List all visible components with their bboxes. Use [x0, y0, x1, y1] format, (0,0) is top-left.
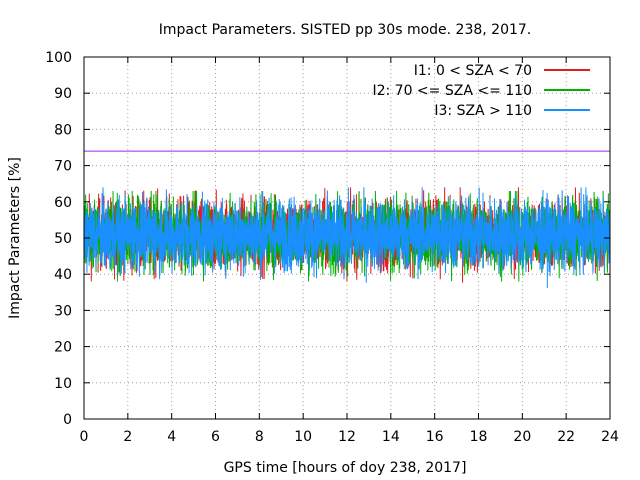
x-tick-label-3: 6 — [211, 429, 220, 445]
x-tick-label-11: 22 — [557, 429, 575, 445]
legend-label-1: I1: 0 < SZA < 70 — [414, 63, 532, 79]
x-axis-label: GPS time [hours of doy 238, 2017] — [224, 460, 467, 476]
y-tick-label-10: 100 — [45, 50, 72, 66]
y-axis-label: Impact Parameters [%] — [7, 157, 23, 319]
x-tick-label-9: 18 — [470, 429, 488, 445]
y-tick-label-9: 90 — [54, 86, 72, 102]
y-tick-label-0: 0 — [63, 412, 72, 428]
y-tick-label-4: 40 — [54, 267, 72, 283]
legend-label-3: I3: SZA > 110 — [434, 103, 532, 119]
y-tick-label-6: 60 — [54, 195, 72, 211]
axis-ticks: 0 2 4 6 8 10 12 14 16 18 20 22 240102030405060708090… — [45, 50, 619, 445]
legend: I1: 0 < SZA < 70 I2: 70 <= SZA <= 110 I3: … — [372, 63, 590, 119]
x-tick-label-6: 12 — [338, 429, 356, 445]
x-tick-label-8: 16 — [426, 429, 444, 445]
y-tick-label-8: 80 — [54, 122, 72, 138]
legend-label-2: I2: 70 <= SZA <= 110 — [372, 83, 532, 99]
x-tick-label-2: 4 — [167, 429, 176, 445]
x-tick-label-7: 14 — [382, 429, 400, 445]
y-tick-label-3: 30 — [54, 303, 72, 319]
y-tick-label-1: 10 — [54, 376, 72, 392]
x-tick-label-0: 0 — [80, 429, 89, 445]
x-tick-label-4: 8 — [255, 429, 264, 445]
y-tick-label-2: 20 — [54, 340, 72, 356]
y-tick-label-5: 50 — [54, 231, 72, 247]
y-tick-label-7: 70 — [54, 159, 72, 175]
x-tick-label-1: 2 — [123, 429, 132, 445]
x-tick-label-10: 20 — [513, 429, 531, 445]
chart-title: Impact Parameters. SISTED pp 30s mode. 2… — [159, 22, 532, 38]
series-layer — [83, 187, 611, 289]
series-line-3 — [83, 187, 611, 289]
x-tick-label-5: 10 — [294, 429, 312, 445]
x-tick-label-12: 24 — [601, 429, 619, 445]
